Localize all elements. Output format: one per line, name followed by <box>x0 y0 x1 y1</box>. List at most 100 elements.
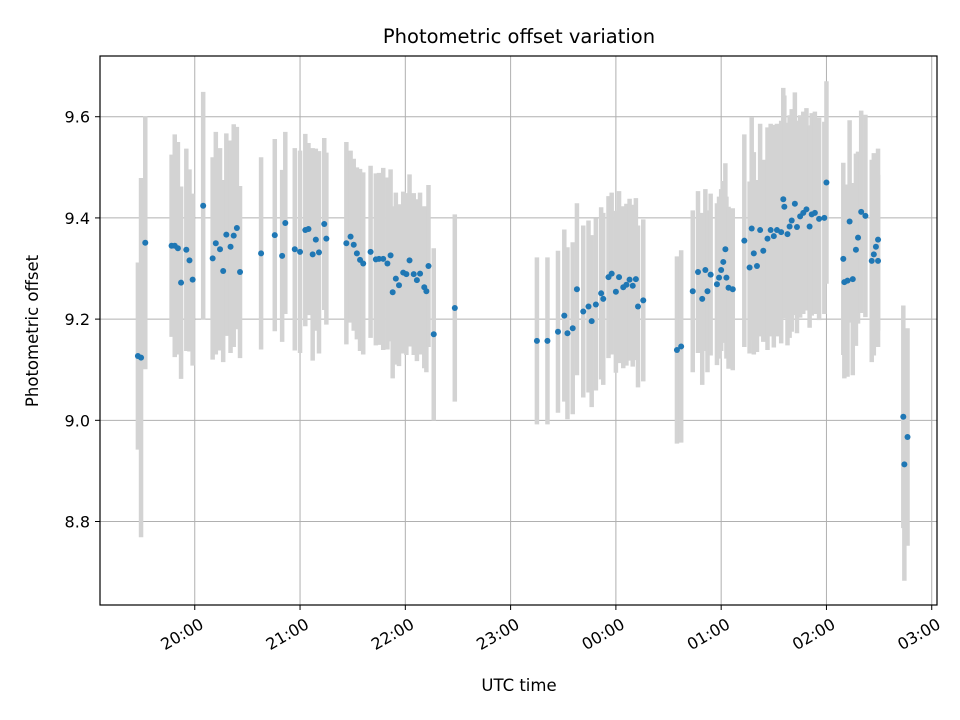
data-point <box>413 277 420 284</box>
data-point <box>258 250 265 257</box>
data-point <box>230 232 237 239</box>
data-point <box>704 288 711 295</box>
data-point <box>573 286 580 293</box>
data-point <box>868 257 875 264</box>
data-point <box>376 255 382 262</box>
data-point <box>846 218 853 225</box>
data-point <box>305 226 312 233</box>
data-point <box>178 279 185 286</box>
data-point <box>592 301 599 308</box>
data-point <box>554 328 561 335</box>
data-point <box>702 267 709 274</box>
data-point <box>544 337 551 344</box>
data-point <box>417 270 424 277</box>
data-point <box>849 276 856 283</box>
data-point <box>392 275 399 282</box>
data-point <box>640 297 647 304</box>
data-point <box>746 264 753 271</box>
data-point <box>598 290 605 297</box>
data-point <box>220 268 227 275</box>
data-point <box>870 251 877 258</box>
data-point <box>387 252 394 259</box>
data-point <box>367 248 374 255</box>
data-point <box>673 346 680 353</box>
data-point <box>425 262 432 269</box>
data-point <box>872 243 879 250</box>
data-point <box>616 274 623 281</box>
data-point <box>533 337 540 344</box>
data-point <box>410 271 417 278</box>
data-point <box>580 308 587 315</box>
data-point <box>741 237 748 244</box>
data-point <box>189 276 196 283</box>
data-point <box>757 227 764 234</box>
data-markers <box>134 179 911 468</box>
data-point <box>608 270 615 277</box>
data-point <box>781 203 788 210</box>
plot-frame <box>99 55 938 606</box>
data-point <box>217 246 224 253</box>
data-point <box>186 257 193 264</box>
data-point <box>612 288 619 295</box>
data-point <box>406 257 413 264</box>
data-point <box>875 257 882 264</box>
data-point <box>588 318 595 325</box>
chart-title: Photometric offset variation <box>383 25 655 48</box>
data-point <box>720 258 727 265</box>
data-point <box>403 271 410 278</box>
data-point <box>360 260 367 267</box>
data-point <box>396 282 403 289</box>
data-point <box>784 231 791 238</box>
y-tick-label: 9.2 <box>65 310 90 329</box>
data-point <box>423 288 430 295</box>
data-point <box>585 303 592 310</box>
data-point <box>343 240 350 247</box>
data-point <box>750 250 757 257</box>
data-point <box>729 286 736 293</box>
data-point <box>753 262 760 269</box>
data-point <box>862 212 869 219</box>
data-point <box>600 295 607 302</box>
data-point <box>227 243 234 250</box>
data-point <box>183 246 190 253</box>
data-point <box>678 343 685 350</box>
data-point <box>174 245 181 252</box>
data-point <box>623 281 630 288</box>
data-point <box>629 282 636 289</box>
data-point <box>200 202 207 209</box>
data-point <box>138 354 145 361</box>
data-point <box>430 331 437 338</box>
data-point <box>380 255 387 262</box>
y-tick-label: 9.4 <box>65 209 90 228</box>
data-point <box>632 276 639 283</box>
data-point <box>350 241 357 248</box>
data-point <box>279 252 286 259</box>
data-point <box>384 260 391 267</box>
data-point <box>312 236 319 243</box>
data-point <box>811 209 818 216</box>
data-point <box>852 246 859 253</box>
data-point <box>716 274 723 281</box>
y-tick-label: 8.8 <box>65 513 90 532</box>
data-point <box>855 234 862 241</box>
data-point <box>282 219 289 226</box>
data-point <box>764 235 771 242</box>
data-point <box>767 227 774 234</box>
y-tick-label: 9.6 <box>65 108 90 127</box>
data-point <box>237 269 244 276</box>
data-point <box>321 220 328 227</box>
data-point <box>844 277 851 284</box>
data-point <box>634 303 641 310</box>
data-point <box>569 325 576 332</box>
data-point <box>858 208 865 215</box>
x-axis-label: UTC time <box>481 676 556 695</box>
data-point <box>778 229 785 236</box>
y-tick-label: 9.0 <box>65 411 90 430</box>
data-point <box>323 235 330 242</box>
data-point <box>791 200 798 207</box>
data-point <box>748 225 755 232</box>
data-point <box>353 250 360 257</box>
data-point <box>803 206 810 213</box>
data-point <box>760 247 767 254</box>
